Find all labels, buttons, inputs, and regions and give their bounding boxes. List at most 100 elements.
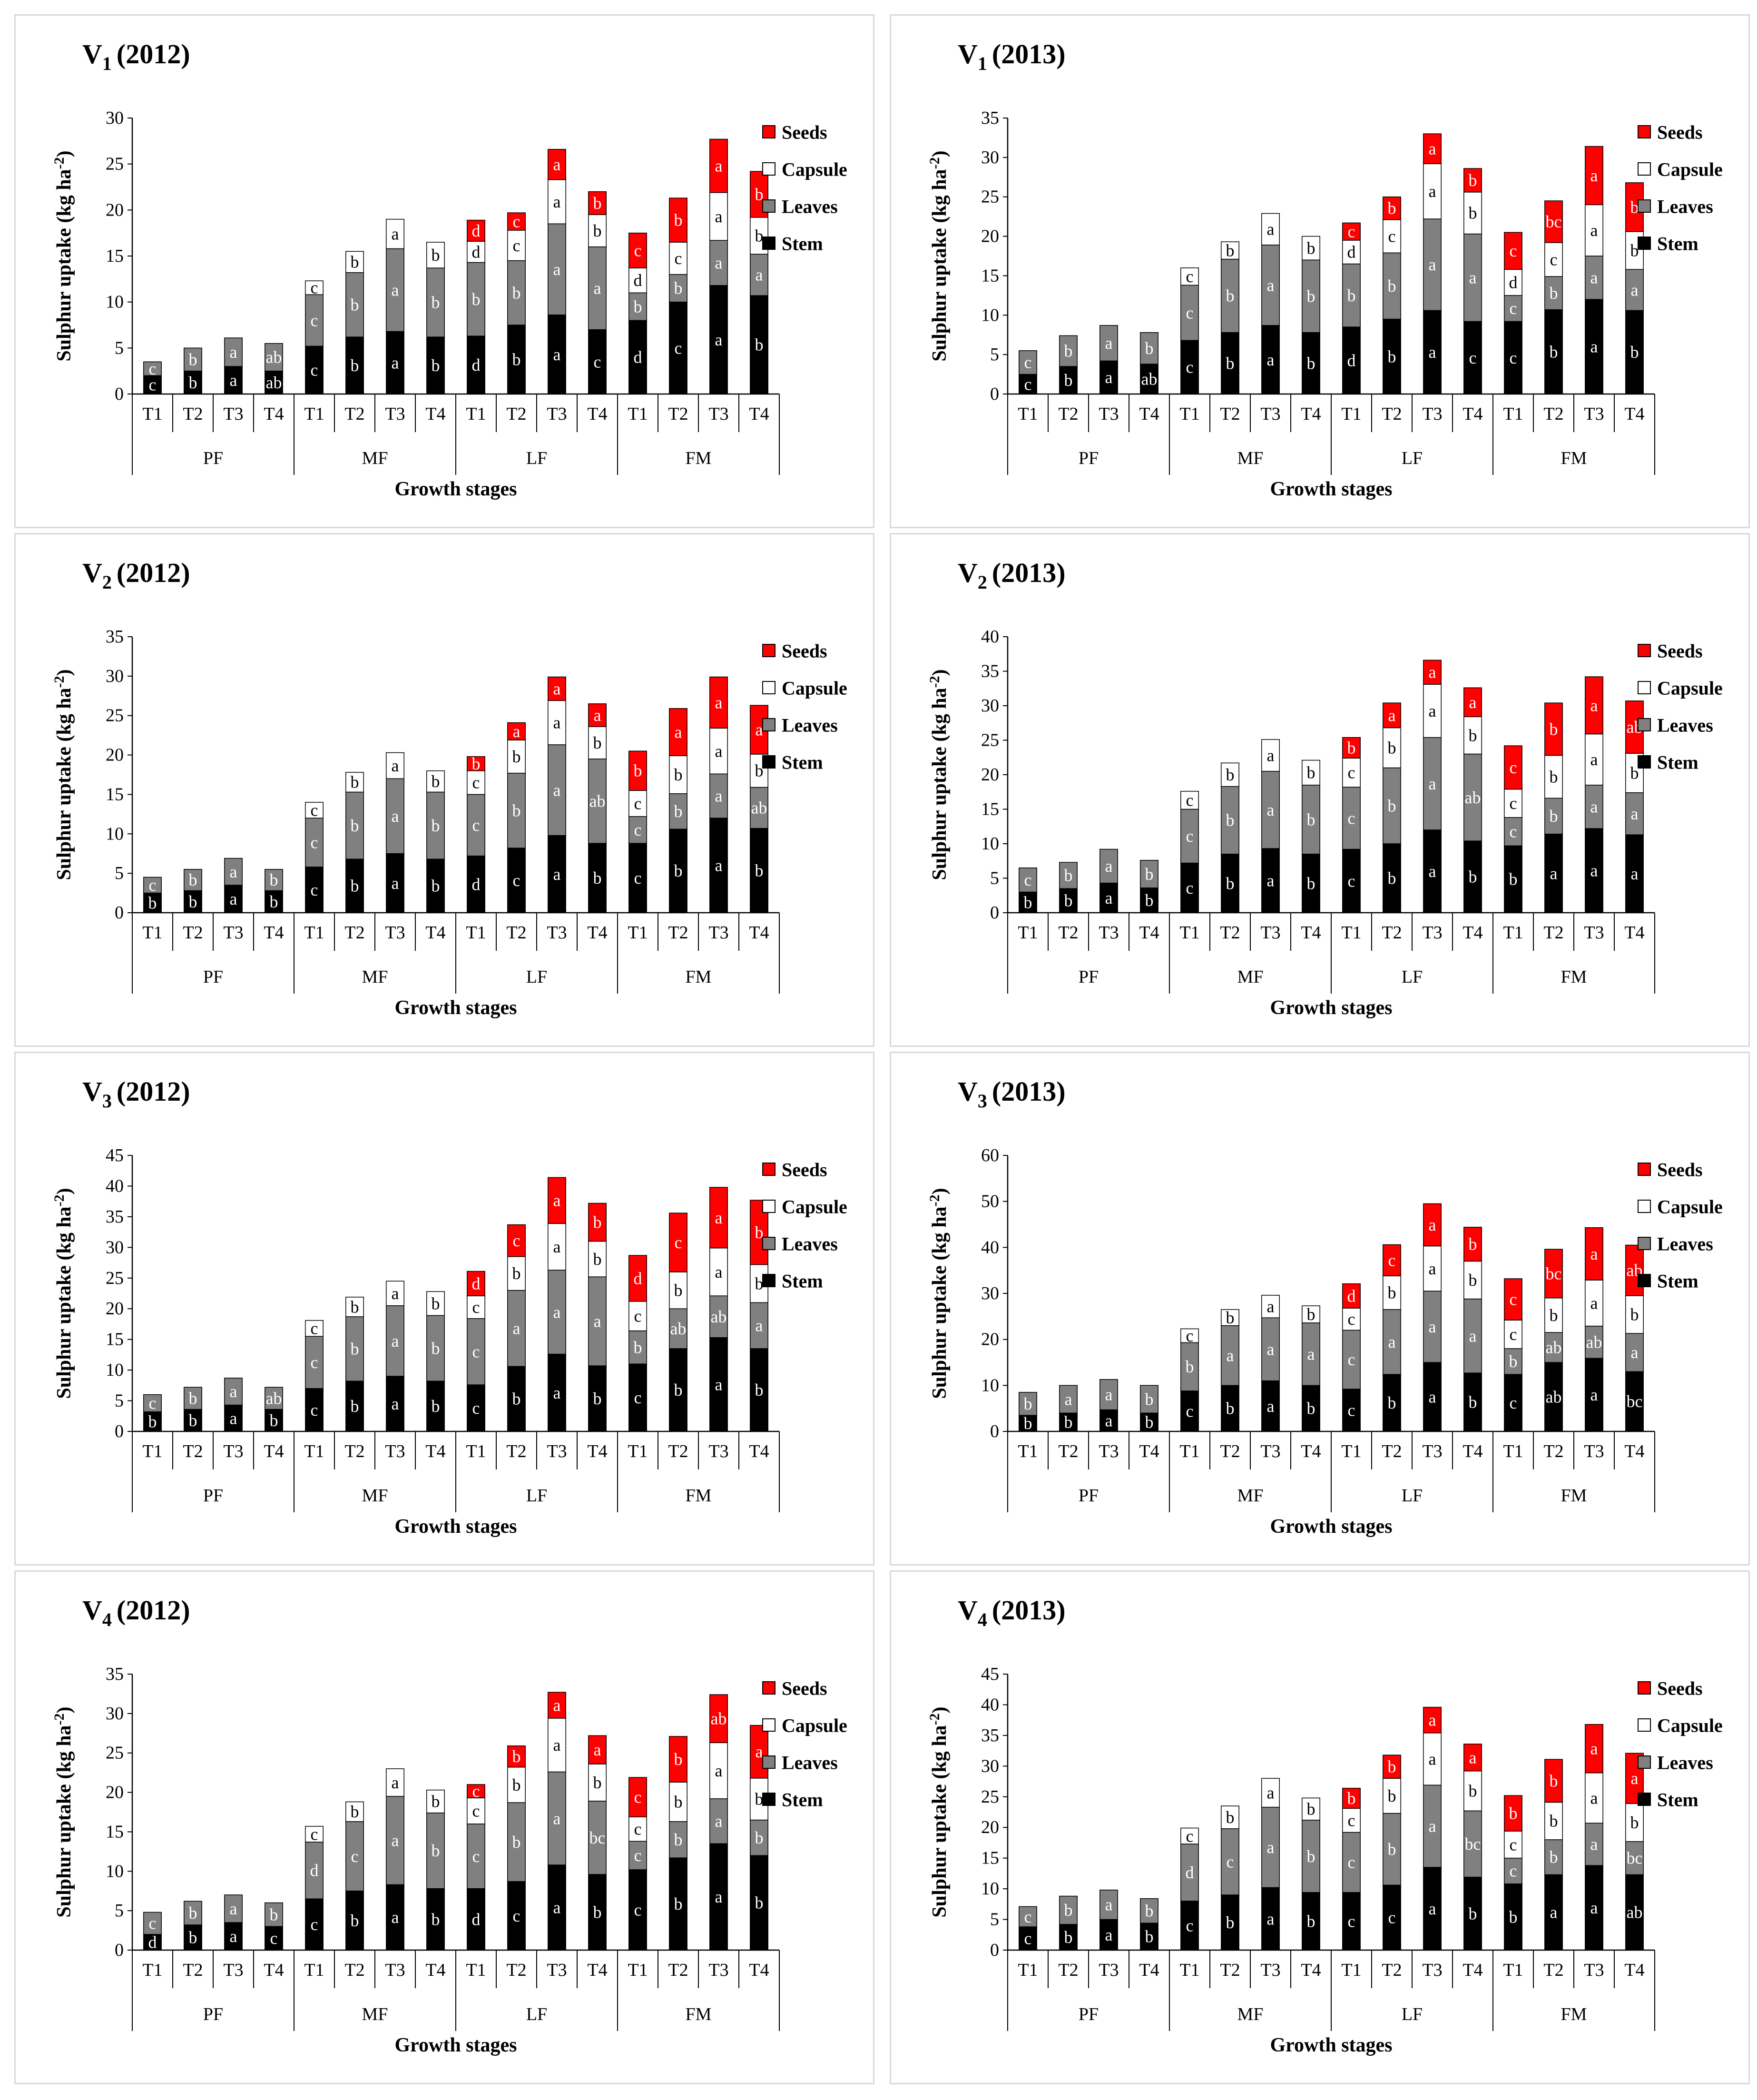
- significance-label: ab: [751, 799, 767, 818]
- x-tick-label: T4: [1463, 1960, 1482, 1980]
- significance-label: c: [1348, 1350, 1355, 1369]
- y-tick-label: 10: [106, 292, 124, 312]
- significance-label: b: [674, 1894, 683, 1913]
- bar-leaves: [1625, 792, 1644, 835]
- significance-label: ab: [711, 1709, 727, 1728]
- x-tick-label: T2: [1543, 404, 1563, 424]
- x-tick-label: T4: [1301, 923, 1321, 943]
- bar-leaves: [386, 1796, 404, 1885]
- significance-label: c: [1510, 794, 1517, 813]
- bar-stem: [588, 1365, 607, 1432]
- bar-capsule: [1383, 1778, 1401, 1814]
- significance-label: b: [1064, 1928, 1073, 1947]
- significance-label: c: [472, 1847, 480, 1866]
- bar-leaves: [305, 1842, 324, 1900]
- bar-seeds: [467, 1271, 485, 1296]
- legend-label: Capsule: [782, 678, 847, 699]
- legend-label: Stem: [782, 233, 823, 255]
- significance-label: b: [1469, 171, 1477, 190]
- bar-capsule: [1463, 192, 1482, 235]
- significance-label: d: [472, 221, 481, 240]
- significance-label: a: [1590, 1385, 1598, 1404]
- bar-capsule: [507, 230, 526, 261]
- y-tick-label: 10: [981, 834, 999, 854]
- bar-leaves: [709, 773, 728, 818]
- bar-leaves: [1140, 332, 1158, 365]
- y-tick-label: 5: [115, 1901, 124, 1921]
- bar-seeds: [1383, 1755, 1401, 1779]
- significance-label: b: [270, 870, 278, 889]
- y-tick-label: 20: [106, 745, 124, 765]
- bar-stem: [426, 1888, 445, 1951]
- significance-label: b: [674, 1792, 683, 1811]
- x-tick-label: T4: [1463, 404, 1482, 424]
- stage-label: PF: [1079, 1486, 1099, 1506]
- legend-label: Stem: [782, 1271, 823, 1292]
- significance-label: b: [1226, 765, 1235, 784]
- x-tick-label: T3: [1584, 923, 1604, 943]
- legend-label: Leaves: [782, 715, 838, 736]
- bar-leaves: [1180, 285, 1199, 341]
- stage-label: FM: [686, 448, 712, 468]
- bar-leaves: [467, 262, 485, 336]
- bar-stem: [669, 301, 687, 394]
- x-tick-label: T4: [264, 1960, 284, 1980]
- significance-label: a: [1631, 1769, 1639, 1788]
- legend-swatch-seeds: [1638, 1163, 1651, 1176]
- significance-label: c: [149, 375, 157, 394]
- significance-label: a: [1267, 276, 1275, 295]
- significance-label: b: [1469, 1904, 1477, 1923]
- significance-label: b: [148, 1412, 157, 1431]
- y-axis-label: Sulphur uptake (kg ha-2): [927, 669, 951, 880]
- bar-stem: [1019, 1926, 1037, 1951]
- significance-label: b: [634, 1338, 642, 1357]
- significance-label: a: [1469, 693, 1477, 712]
- x-tick-label: T4: [425, 1960, 445, 1980]
- significance-label: b: [1145, 1927, 1154, 1946]
- significance-label: a: [1631, 280, 1639, 299]
- significance-label: b: [1226, 1308, 1235, 1327]
- bar-capsule: [709, 1247, 728, 1296]
- bar-leaves: [1059, 335, 1078, 367]
- bar-leaves: [224, 858, 243, 886]
- legend-swatch-leaves: [1638, 1755, 1651, 1769]
- significance-label: c: [1348, 808, 1355, 828]
- bar-leaves: [1099, 1889, 1118, 1920]
- significance-label: b: [1469, 1393, 1477, 1412]
- bar-stem: [1423, 310, 1442, 394]
- legend-swatch-stem: [762, 1274, 775, 1287]
- significance-label: a: [1429, 1215, 1436, 1234]
- bar-capsule: [1544, 755, 1563, 799]
- bar-seeds: [1625, 1244, 1644, 1296]
- x-tick-label: T2: [668, 923, 688, 943]
- bar-capsule: [507, 1766, 526, 1803]
- significance-label: b: [432, 246, 440, 265]
- y-tick-label: 5: [115, 338, 124, 358]
- bar-capsule: [305, 1320, 324, 1337]
- stage-label: PF: [203, 1486, 223, 1506]
- x-tick-label: T4: [587, 1441, 607, 1461]
- x-tick-label: T3: [1099, 1441, 1119, 1461]
- x-tick-label: T1: [1179, 923, 1199, 943]
- bar-capsule: [1625, 1803, 1644, 1842]
- y-tick-label: 5: [990, 345, 999, 365]
- y-tick-label: 0: [990, 1940, 999, 1960]
- significance-label: b: [472, 290, 481, 309]
- bar-leaves: [224, 337, 243, 367]
- bar-stem: [1099, 882, 1118, 913]
- x-tick-label: T3: [1260, 404, 1280, 424]
- significance-label: a: [1267, 1340, 1275, 1359]
- significance-label: c: [1227, 1852, 1234, 1871]
- significance-label: d: [310, 1861, 319, 1880]
- bar-stem: [507, 1881, 526, 1951]
- significance-label: c: [1024, 375, 1032, 394]
- x-tick-label: T1: [1503, 1441, 1523, 1461]
- bar-leaves: [1423, 737, 1442, 830]
- significance-label: b: [351, 295, 359, 314]
- significance-label: a: [1267, 746, 1275, 765]
- bar-seeds: [588, 1735, 607, 1765]
- significance-label: a: [553, 679, 561, 698]
- x-tick-label: T1: [142, 404, 162, 424]
- significance-label: c: [1510, 1393, 1517, 1412]
- y-tick-label: 20: [981, 1817, 999, 1837]
